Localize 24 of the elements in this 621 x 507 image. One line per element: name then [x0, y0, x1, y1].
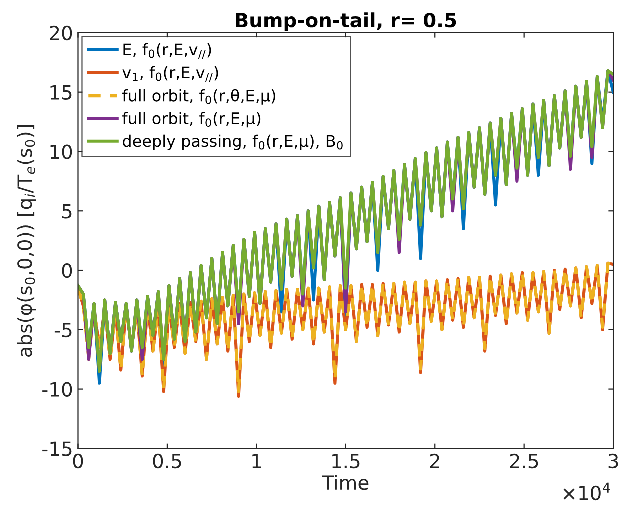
y-tick-label: 0 [62, 263, 72, 278]
y-tick-label: 5 [62, 204, 72, 219]
legend-label: deeply passing, f$_{0}$(r,E,μ), B$_{0}$ [123, 134, 343, 150]
x-tick-label: 2.5 [510, 454, 538, 469]
text: abs(φ(s$_{0}$,0,0)) [q$_{i}$/T$_{e}$(s$_{0}$)] [17, 125, 36, 358]
y-tick-label: 10 [50, 144, 72, 160]
legend-label: full orbit, f$_{0}$(r,E,μ) [122, 112, 261, 128]
x-tick-label: 1 [252, 454, 262, 468]
y-tick-label: -5 [54, 323, 72, 338]
x-tick-label: 3 [608, 454, 618, 469]
y-tick-label: -10 [42, 382, 72, 397]
legend-label: E, f$_{0}$(r,E,v$_{//}$) [124, 43, 212, 60]
legend-label: full orbit, f$_{0}$(r,θ,E,μ) [122, 89, 276, 105]
legend-label: v$_{1}$, f$_{0}$(r,E,v$_{//}$) [122, 66, 218, 82]
text: ×10$^{4}$ [564, 482, 610, 501]
chart-title: Bump-on-tail, r= 0.5 [236, 12, 456, 32]
x-tick-label: 1.5 [332, 454, 360, 469]
y-tick-label: -15 [42, 442, 72, 456]
x-tick-label: 2 [430, 454, 440, 468]
x-axis-title: Time [322, 475, 369, 490]
x-tick-label: 0.5 [153, 454, 182, 469]
y-tick-label: 20 [50, 26, 72, 41]
x-tick-label: 0 [73, 454, 84, 469]
y-tick-label: 15 [50, 86, 72, 100]
